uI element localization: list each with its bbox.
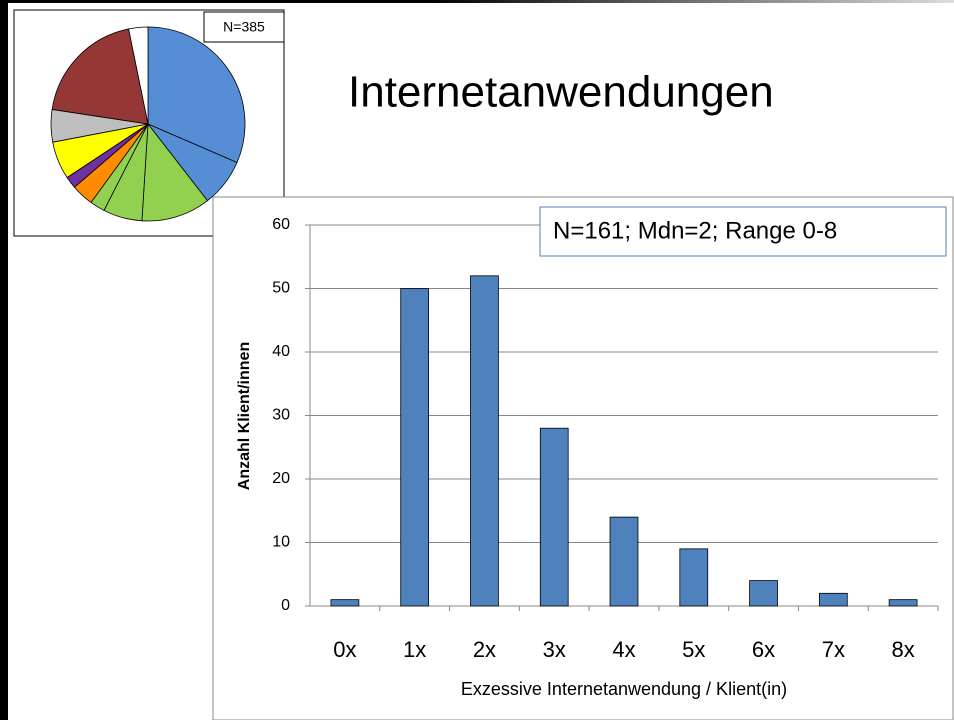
y-tick-label: 60 <box>272 216 290 233</box>
bar <box>679 548 709 607</box>
slide-left-rule <box>0 0 8 720</box>
x-tick-label: 0x <box>333 637 356 662</box>
pie-slice <box>128 26 149 125</box>
x-tick-label: 5x <box>682 637 705 662</box>
bar <box>818 592 848 607</box>
bar-chart: 0 10 20 30 40 50 60 0x 1x 2x 3x 4x 5x 6x 7x 8x <box>272 216 939 662</box>
bar <box>888 599 918 607</box>
bar <box>609 516 639 607</box>
pie-annotation-box <box>203 11 285 43</box>
bar <box>470 275 499 607</box>
x-tick-label: 3x <box>543 637 566 662</box>
pie-slice <box>147 26 246 164</box>
y-tick-label: 40 <box>272 343 290 360</box>
x-tick-label: 1x <box>403 637 426 662</box>
x-tick-label: 7x <box>822 637 845 662</box>
pie-slice <box>141 122 209 222</box>
y-tick-label: 20 <box>272 470 290 487</box>
y-axis-label: Anzahl Klient/innen <box>236 342 253 490</box>
slide-top-rule <box>0 0 954 3</box>
bar <box>400 288 430 607</box>
x-tick-label: 4x <box>612 637 635 662</box>
bar <box>539 427 569 607</box>
y-tick-label: 30 <box>272 407 290 424</box>
x-axis-label: Exzessive Internetanwendung / Klient(in) <box>461 679 787 699</box>
pie-slice <box>51 28 149 125</box>
pie-annotation: N=385 <box>223 19 265 35</box>
bar <box>330 599 360 607</box>
x-tick-label: 6x <box>752 637 775 662</box>
y-tick-label: 0 <box>281 597 290 614</box>
bar-chart-frame <box>212 196 954 720</box>
slide-title: Internetanwendungen <box>348 68 774 117</box>
y-tick-label: 10 <box>272 534 290 551</box>
x-tick-label: 8x <box>891 637 914 662</box>
pie <box>50 26 246 222</box>
bar <box>749 580 778 607</box>
y-tick-label: 50 <box>272 280 290 297</box>
x-tick-label: 2x <box>473 637 496 662</box>
bar-annotation-box <box>539 206 947 257</box>
bar-annotation: N=161; Mdn=2; Range 0-8 <box>553 217 837 244</box>
